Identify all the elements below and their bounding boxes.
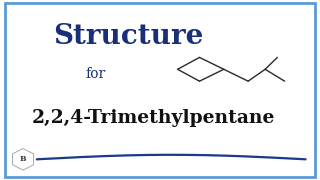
Text: 2,2,4-Trimethylpentane: 2,2,4-Trimethylpentane xyxy=(32,109,275,127)
Text: Structure: Structure xyxy=(53,22,203,50)
Text: for: for xyxy=(86,67,106,81)
Text: B: B xyxy=(20,155,26,163)
